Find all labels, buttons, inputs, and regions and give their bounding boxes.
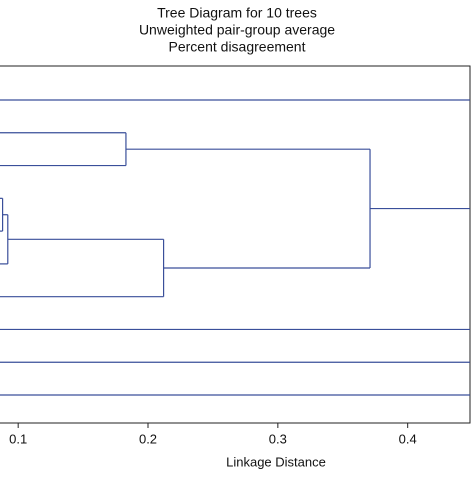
chart-subtitle: Percent disagreement bbox=[169, 39, 306, 55]
chart-subtitle: Unweighted pair-group average bbox=[139, 22, 335, 38]
x-tick-label: 0.1 bbox=[9, 431, 27, 446]
plot-area bbox=[0, 99, 470, 396]
x-tick-label: 0.3 bbox=[269, 431, 287, 446]
x-axis-label: Linkage Distance bbox=[226, 454, 326, 469]
x-tick-label: 0.2 bbox=[139, 431, 157, 446]
x-tick-label: 0.4 bbox=[399, 431, 417, 446]
chart-title: Tree Diagram for 10 trees bbox=[157, 5, 317, 21]
plot-frame bbox=[0, 65, 471, 424]
